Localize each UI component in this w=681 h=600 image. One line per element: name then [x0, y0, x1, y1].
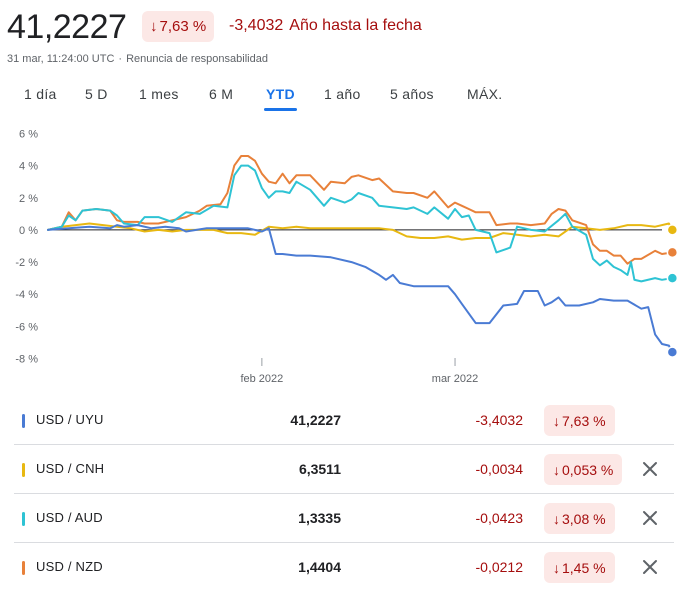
y-tick-label: -6 % — [15, 321, 38, 333]
y-tick-label: -4 % — [15, 289, 38, 301]
close-icon[interactable] — [640, 508, 660, 528]
tab-1-month[interactable]: 1 mes — [139, 86, 179, 102]
change-percent: 0,053 % — [562, 461, 614, 478]
currency-pair: USD / AUD — [36, 510, 103, 525]
y-tick-label: 6 % — [19, 129, 38, 141]
disclaimer-link[interactable]: Renuncia de responsabilidad — [126, 53, 268, 65]
change-percent: 7,63 % — [562, 412, 606, 429]
down-arrow-icon: ↓ — [150, 18, 158, 35]
series-endpoint — [666, 246, 679, 259]
currency-pair: USD / UYU — [36, 412, 104, 427]
comparison-list: USD / UYU 41,2227 -3,4032 ↓ 7,63 % USD / … — [14, 396, 674, 592]
period-label: Año hasta la fecha — [289, 17, 422, 34]
close-icon[interactable] — [640, 459, 660, 479]
series-line — [47, 164, 674, 283]
tab-ytd[interactable]: YTD — [264, 86, 297, 111]
tab-5-years[interactable]: 5 años — [390, 86, 434, 102]
change-percent-badge: ↓ 3,08 % — [544, 503, 615, 534]
currency-pair: USD / NZD — [36, 559, 103, 574]
timestamp: 31 mar, 11:24:00 UTC — [7, 53, 115, 65]
down-arrow-icon: ↓ — [553, 510, 560, 527]
y-tick-label: 0 % — [19, 225, 38, 237]
change-value: -3,4032 — [229, 17, 284, 34]
tab-6-months[interactable]: 6 M — [209, 86, 234, 102]
change-percent-badge: ↓ 7,63 % — [142, 11, 215, 42]
currency-pair: USD / CNH — [36, 461, 105, 476]
change-percent-badge: ↓ 7,63 % — [544, 405, 615, 436]
series-line — [47, 224, 674, 354]
y-tick-label: -8 % — [15, 354, 38, 366]
change-value: -0,0212 — [475, 559, 523, 575]
quote-meta: 31 mar, 11:24:00 UTC · Renuncia de respons… — [7, 53, 268, 65]
y-tick-label: -2 % — [15, 257, 38, 269]
change-percent: 1,45 % — [562, 559, 606, 576]
change-percent: 3,08 % — [562, 510, 606, 527]
absolute-change: -3,4032 Año hasta la fecha — [229, 17, 428, 35]
list-item-usd-aud[interactable]: USD / AUD 1,3335 -0,0423 ↓ 3,08 % — [14, 494, 674, 543]
series-color-swatch — [22, 463, 25, 477]
x-tick-label: mar 2022 — [432, 373, 478, 385]
line-chart[interactable]: 6 % 4 % 2 % 0 % -2 % -4 % -6 % -8 % feb 2022 mar… — [0, 120, 681, 392]
change-percent-badge: ↓ 1,45 % — [544, 552, 615, 583]
x-tick-label: feb 2022 — [240, 373, 283, 385]
change-percent-badge: ↓ 0,053 % — [544, 454, 623, 485]
list-item-usd-cnh[interactable]: USD / CNH 6,3511 -0,0034 ↓ 0,053 % — [14, 445, 674, 494]
exchange-rate: 1,4404 — [298, 559, 341, 575]
change-percent: 7,63 % — [159, 18, 207, 35]
current-price: 41,2227 — [7, 8, 127, 46]
change-value: -0,0034 — [475, 461, 523, 477]
change-value: -3,4032 — [475, 412, 523, 428]
series-endpoint — [666, 224, 679, 236]
exchange-rate: 6,3511 — [298, 461, 341, 477]
series-line — [47, 155, 674, 265]
y-tick-label: 4 % — [19, 161, 38, 173]
down-arrow-icon: ↓ — [553, 461, 560, 478]
series-color-swatch — [22, 512, 25, 526]
series-line — [47, 222, 674, 241]
series-color-swatch — [22, 414, 25, 428]
close-icon[interactable] — [640, 557, 660, 577]
tab-1-year[interactable]: 1 año — [324, 86, 361, 102]
tab-5-days[interactable]: 5 D — [85, 86, 108, 102]
y-axis: 6 % 4 % 2 % 0 % -2 % -4 % -6 % -8 % — [15, 129, 38, 366]
exchange-rate: 41,2227 — [290, 412, 341, 428]
meta-separator: · — [118, 53, 123, 65]
down-arrow-icon: ↓ — [553, 559, 560, 576]
series-endpoint — [666, 272, 679, 284]
y-tick-label: 2 % — [19, 193, 38, 205]
down-arrow-icon: ↓ — [553, 412, 560, 429]
list-item-usd-uyu[interactable]: USD / UYU 41,2227 -3,4032 ↓ 7,63 % — [14, 396, 674, 445]
tab-max[interactable]: MÁX. — [467, 86, 503, 102]
tab-1-day[interactable]: 1 día — [24, 86, 57, 102]
x-axis: feb 2022 mar 2022 — [240, 358, 478, 385]
change-value: -0,0423 — [475, 510, 523, 526]
series-layer — [47, 155, 679, 358]
list-item-usd-nzd[interactable]: USD / NZD 1,4404 -0,0212 ↓ 1,45 % — [14, 543, 674, 592]
series-color-swatch — [22, 561, 25, 575]
series-endpoint — [666, 346, 679, 358]
exchange-rate: 1,3335 — [298, 510, 341, 526]
